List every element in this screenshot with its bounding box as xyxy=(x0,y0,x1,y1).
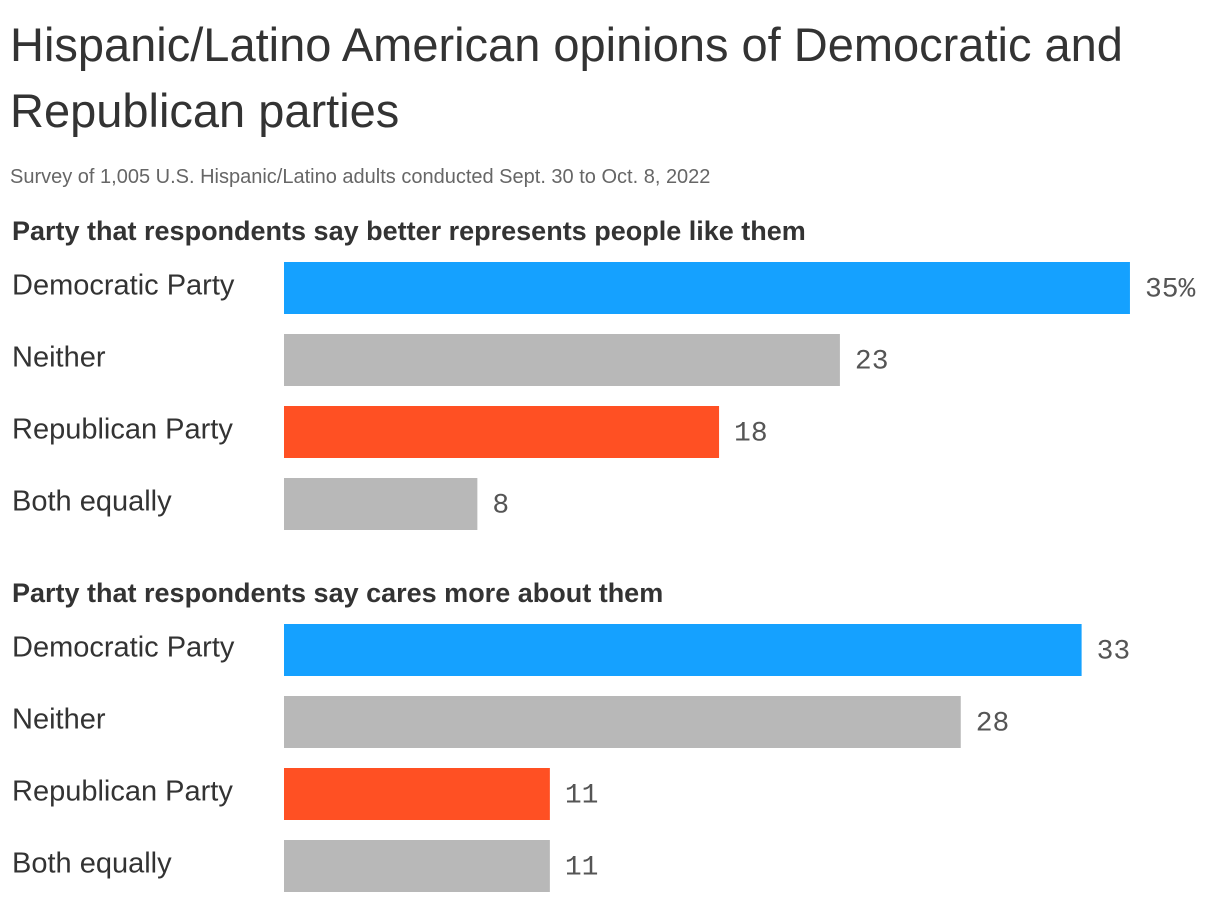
value-label: 11 xyxy=(565,780,599,811)
category-label: Democratic Party xyxy=(12,270,235,302)
page-title: Hispanic/Latino American opinions of Dem… xyxy=(10,18,1123,137)
bar xyxy=(284,624,1082,676)
category-label: Neither xyxy=(12,704,106,736)
bar xyxy=(284,768,550,820)
value-label: 11 xyxy=(565,852,599,883)
category-label: Both equally xyxy=(12,848,172,880)
category-label: Neither xyxy=(12,342,106,374)
category-label: Republican Party xyxy=(12,776,233,808)
bar xyxy=(284,334,840,386)
value-label: 33 xyxy=(1097,636,1131,667)
value-label: 8 xyxy=(492,490,509,521)
charts: Party that respondents say better repres… xyxy=(12,216,1196,892)
category-label: Republican Party xyxy=(12,414,233,446)
bar xyxy=(284,262,1130,314)
value-label: 35% xyxy=(1145,274,1196,305)
bar xyxy=(284,696,961,748)
bar xyxy=(284,406,720,458)
chart-title: Party that respondents say cares more ab… xyxy=(12,578,663,608)
value-label: 28 xyxy=(976,708,1010,739)
value-label: 18 xyxy=(734,418,768,449)
value-label: 23 xyxy=(855,346,889,377)
page-subtitle: Survey of 1,005 U.S. Hispanic/Latino adu… xyxy=(10,166,711,188)
category-label: Both equally xyxy=(12,486,172,518)
category-label: Democratic Party xyxy=(12,632,235,664)
chart-title: Party that respondents say better repres… xyxy=(12,216,806,246)
bar xyxy=(284,478,478,530)
bar xyxy=(284,840,550,892)
